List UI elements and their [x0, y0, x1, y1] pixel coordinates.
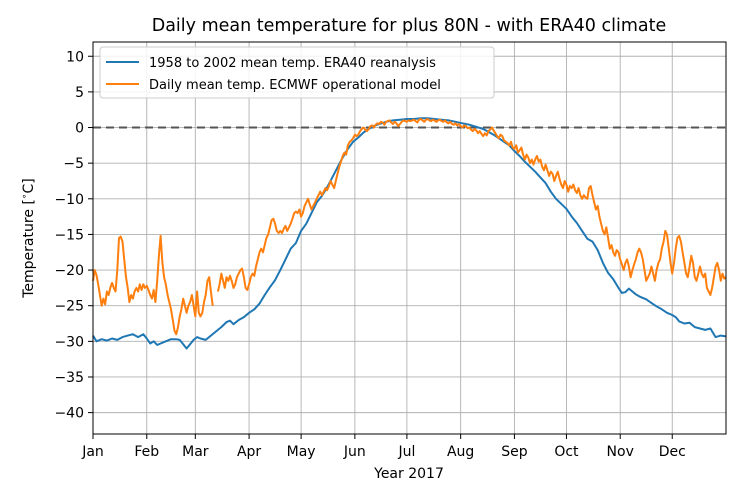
x-tick-label: Oct — [554, 444, 579, 460]
x-axis: Jan Feb Mar Apr May Jun Jul Aug Sep Oct Nov Dec — [81, 434, 686, 460]
x-tick-label: Sep — [501, 444, 528, 460]
legend-label-ecmwf: Daily mean temp. ECMWF operational model — [149, 78, 441, 93]
y-tick-label: −40 — [54, 406, 84, 422]
y-tick-label: 0 — [75, 121, 84, 137]
x-tick-label: Jul — [397, 444, 415, 460]
y-axis-label-text: Temperature [ — [21, 199, 37, 299]
series-layer — [92, 117, 727, 350]
y-tick-label: −20 — [54, 263, 84, 279]
legend: 1958 to 2002 mean temp. ERA40 reanalysis… — [99, 46, 495, 99]
y-tick-label: −25 — [54, 299, 84, 315]
y-tick-label: −30 — [54, 334, 84, 350]
x-axis-label: Year 2017 — [373, 466, 444, 482]
era40-series-line — [92, 117, 727, 350]
x-tick-label: May — [287, 444, 316, 460]
x-tick-label: Feb — [134, 444, 159, 460]
x-tick-label: Nov — [607, 444, 634, 460]
y-axis-label: Temperature [∘C] — [20, 178, 37, 299]
chart-title: Daily mean temperature for plus 80N - wi… — [152, 16, 667, 36]
x-tick-label: Mar — [182, 444, 209, 460]
y-tick-label: 5 — [75, 85, 84, 101]
legend-label-era40: 1958 to 2002 mean temp. ERA40 reanalysis — [149, 56, 436, 71]
y-tick-label: −10 — [54, 192, 84, 208]
x-tick-label: Dec — [659, 444, 686, 460]
ecmwf-series-line — [92, 118, 727, 336]
y-axis-label-degree: ∘ — [20, 194, 30, 200]
x-tick-label: Aug — [447, 444, 474, 460]
plot-frame — [92, 41, 727, 435]
y-tick-label: −15 — [54, 227, 84, 243]
y-tick-label: −35 — [54, 370, 84, 386]
x-tick-label: Jan — [81, 444, 104, 460]
y-tick-label: 10 — [66, 49, 84, 65]
x-tick-label: Jun — [343, 444, 366, 460]
y-tick-label: −5 — [63, 156, 84, 172]
y-axis: 10 5 0 −5 −10 −15 −20 −25 −30 −35 −40 — [54, 49, 93, 422]
legend-box — [99, 46, 495, 99]
y-axis-label-unit: C] — [21, 178, 37, 193]
x-tick-label: Apr — [237, 444, 261, 460]
